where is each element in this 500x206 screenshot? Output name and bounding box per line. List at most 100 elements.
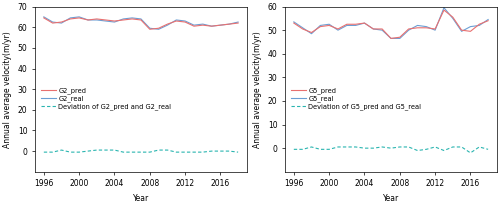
Deviation of G2_pred and G2_real	[68, 151, 73, 153]
Deviation of G5_pred and G5_real	[432, 146, 438, 148]
Y-axis label: Annual average velocity(m/yr): Annual average velocity(m/yr)	[253, 31, 262, 147]
G2_real	[164, 24, 170, 26]
G5_real	[344, 24, 350, 27]
G2_pred	[138, 19, 144, 21]
G2_real	[68, 17, 73, 19]
G2_pred	[112, 20, 117, 22]
Deviation of G5_pred and G5_real	[468, 152, 473, 154]
Line: G5_pred: G5_pred	[294, 10, 488, 38]
Deviation of G5_pred and G5_real	[318, 148, 324, 151]
Deviation of G2_pred and G2_real	[174, 151, 180, 153]
G5_pred	[432, 28, 438, 30]
G2_pred	[102, 19, 108, 21]
G5_pred	[414, 27, 420, 29]
G5_real	[379, 29, 385, 31]
G5_real	[485, 18, 491, 21]
G2_pred	[41, 17, 47, 19]
G2_pred	[235, 22, 241, 24]
G2_real	[129, 17, 135, 19]
G2_real	[85, 19, 91, 21]
G2_real	[235, 21, 241, 23]
G5_pred	[326, 24, 332, 27]
Deviation of G5_pred and G5_real	[335, 146, 341, 148]
G5_pred	[300, 28, 306, 30]
G2_pred	[191, 25, 197, 27]
G2_real	[76, 16, 82, 18]
Deviation of G2_pred and G2_real	[235, 151, 241, 153]
G5_real	[414, 24, 420, 27]
G5_pred	[379, 28, 385, 30]
G5_pred	[458, 29, 464, 31]
G2_pred	[58, 21, 64, 23]
G5_real	[424, 25, 430, 28]
G2_pred	[156, 27, 162, 29]
G2_pred	[182, 21, 188, 23]
G5_real	[450, 17, 456, 20]
G2_pred	[208, 25, 214, 27]
G2_pred	[129, 18, 135, 20]
Deviation of G2_pred and G2_real	[164, 149, 170, 151]
Deviation of G5_pred and G5_real	[326, 148, 332, 151]
G5_real	[458, 30, 464, 33]
G5_real	[370, 28, 376, 30]
G5_pred	[318, 25, 324, 28]
Deviation of G5_pred and G5_real	[308, 146, 314, 148]
Deviation of G5_pred and G5_real	[300, 148, 306, 151]
Deviation of G2_pred and G2_real	[191, 151, 197, 153]
G2_real	[50, 21, 56, 23]
Line: Deviation of G2_pred and G2_real: Deviation of G2_pred and G2_real	[44, 150, 238, 152]
G5_real	[352, 24, 358, 27]
G2_pred	[147, 28, 153, 30]
G2_real	[191, 24, 197, 26]
G5_pred	[335, 28, 341, 30]
G5_real	[318, 24, 324, 27]
G5_pred	[291, 22, 297, 24]
Deviation of G2_pred and G2_real	[102, 149, 108, 151]
G5_pred	[468, 30, 473, 33]
Deviation of G2_pred and G2_real	[120, 151, 126, 153]
G5_pred	[344, 23, 350, 26]
Deviation of G5_pred and G5_real	[397, 146, 403, 148]
Deviation of G2_pred and G2_real	[76, 151, 82, 153]
Deviation of G2_pred and G2_real	[129, 151, 135, 153]
Deviation of G5_pred and G5_real	[406, 146, 411, 148]
G2_real	[226, 23, 232, 25]
Deviation of G2_pred and G2_real	[85, 150, 91, 152]
Deviation of G2_pred and G2_real	[58, 149, 64, 151]
G5_pred	[370, 28, 376, 30]
G5_real	[432, 29, 438, 31]
G5_real	[308, 33, 314, 35]
Deviation of G2_pred and G2_real	[182, 151, 188, 153]
Deviation of G5_pred and G5_real	[414, 149, 420, 152]
G5_real	[300, 27, 306, 29]
Deviation of G5_pred and G5_real	[424, 148, 430, 151]
Deviation of G2_pred and G2_real	[200, 151, 206, 153]
G2_real	[147, 27, 153, 29]
G5_real	[441, 7, 447, 9]
G2_real	[156, 28, 162, 30]
G2_real	[58, 22, 64, 24]
G2_pred	[50, 22, 56, 24]
Deviation of G5_pred and G5_real	[362, 147, 368, 149]
G2_real	[94, 19, 100, 21]
Line: G2_real: G2_real	[44, 17, 238, 29]
G2_real	[218, 24, 224, 26]
Deviation of G5_pred and G5_real	[388, 147, 394, 149]
G5_pred	[476, 23, 482, 26]
Y-axis label: Annual average velocity(m/yr): Annual average velocity(m/yr)	[3, 31, 12, 147]
Deviation of G2_pred and G2_real	[156, 149, 162, 151]
Deviation of G5_pred and G5_real	[485, 148, 491, 151]
G2_pred	[218, 24, 224, 26]
G5_real	[406, 29, 411, 31]
Line: G2_pred: G2_pred	[44, 18, 238, 29]
G2_real	[138, 18, 144, 20]
Deviation of G5_pred and G5_real	[352, 146, 358, 148]
Deviation of G5_pred and G5_real	[476, 146, 482, 148]
G2_pred	[226, 23, 232, 25]
G2_real	[208, 25, 214, 27]
Line: G5_real: G5_real	[294, 8, 488, 38]
Deviation of G2_pred and G2_real	[112, 149, 117, 151]
G5_real	[362, 22, 368, 24]
Deviation of G2_pred and G2_real	[208, 150, 214, 152]
G2_pred	[85, 19, 91, 21]
